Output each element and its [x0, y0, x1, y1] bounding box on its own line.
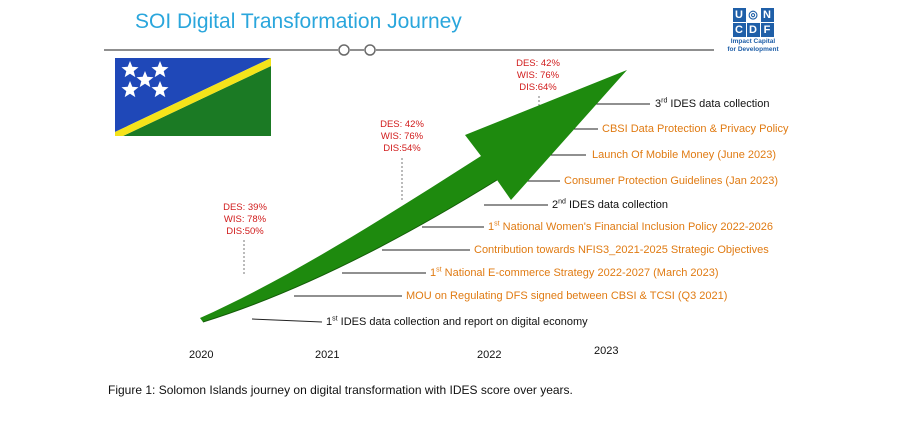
journey-arrow: [200, 70, 627, 323]
leader-lines: [251, 103, 650, 323]
ides-score-2023: DES: 42% WIS: 76% DIS:64%: [512, 58, 564, 94]
header-rule-circle: [364, 44, 376, 56]
milestone-label: Launch Of Mobile Money (June 2023): [592, 149, 777, 161]
milestone-label: 3rd IDES data collection: [655, 97, 770, 110]
year-label: 2023: [594, 345, 619, 357]
year-label: 2021: [315, 349, 340, 361]
dis-score: DIS:54%: [383, 143, 421, 154]
ides-score-2022: DES: 42% WIS: 76% DIS:54%: [376, 119, 428, 155]
milestone-label: 1st IDES data collection and report on d…: [326, 315, 588, 328]
milestone-label: Consumer Protection Guidelines (Jan 2023…: [564, 175, 779, 187]
logo-letter: F: [760, 23, 774, 37]
page-title: SOI Digital Transformation Journey: [135, 10, 462, 33]
dis-score: DIS:64%: [519, 82, 557, 93]
header-rule-circle: [338, 44, 350, 56]
solomon-islands-flag-icon: [115, 58, 271, 136]
logo-letter: D: [746, 23, 760, 37]
wis-score: WIS: 76%: [380, 131, 424, 142]
logo-letter: N: [760, 8, 774, 22]
milestone-label: 2nd IDES data collection: [552, 198, 669, 211]
logo-tagline: Impact Capital: [730, 38, 776, 45]
ides-score-2021: DES: 39% WIS: 78% DIS:50%: [220, 202, 270, 238]
logo-letter: U: [732, 8, 746, 22]
logo-letter: C: [732, 23, 746, 37]
milestone-label: MOU on Regulating DFS signed between CBS…: [406, 290, 728, 302]
year-label: 2020: [189, 349, 214, 361]
des-score: DES: 42%: [516, 58, 560, 69]
logo-tagline: for Development: [727, 46, 779, 53]
milestone-label: Contribution towards NFIS3_2021-2025 Str…: [474, 244, 769, 256]
figure-caption: Figure 1: Solomon Islands journey on dig…: [108, 383, 573, 397]
milestone-label: 1st National Women's Financial Inclusion…: [488, 220, 773, 233]
milestone-label: CBSI Data Protection & Privacy Policy: [602, 123, 789, 135]
des-score: DES: 39%: [223, 202, 267, 213]
des-score: DES: 42%: [380, 119, 424, 130]
year-label: 2022: [477, 349, 502, 361]
milestone-label: 1st National E-commerce Strategy 2022-20…: [430, 266, 719, 279]
dis-score: DIS:50%: [226, 226, 264, 237]
uncdf-logo: U ◎ N C D F Impact Capital for Developme…: [718, 8, 788, 54]
un-emblem-icon: ◎: [748, 9, 758, 21]
wis-score: WIS: 76%: [516, 70, 560, 81]
wis-score: WIS: 78%: [223, 214, 267, 225]
